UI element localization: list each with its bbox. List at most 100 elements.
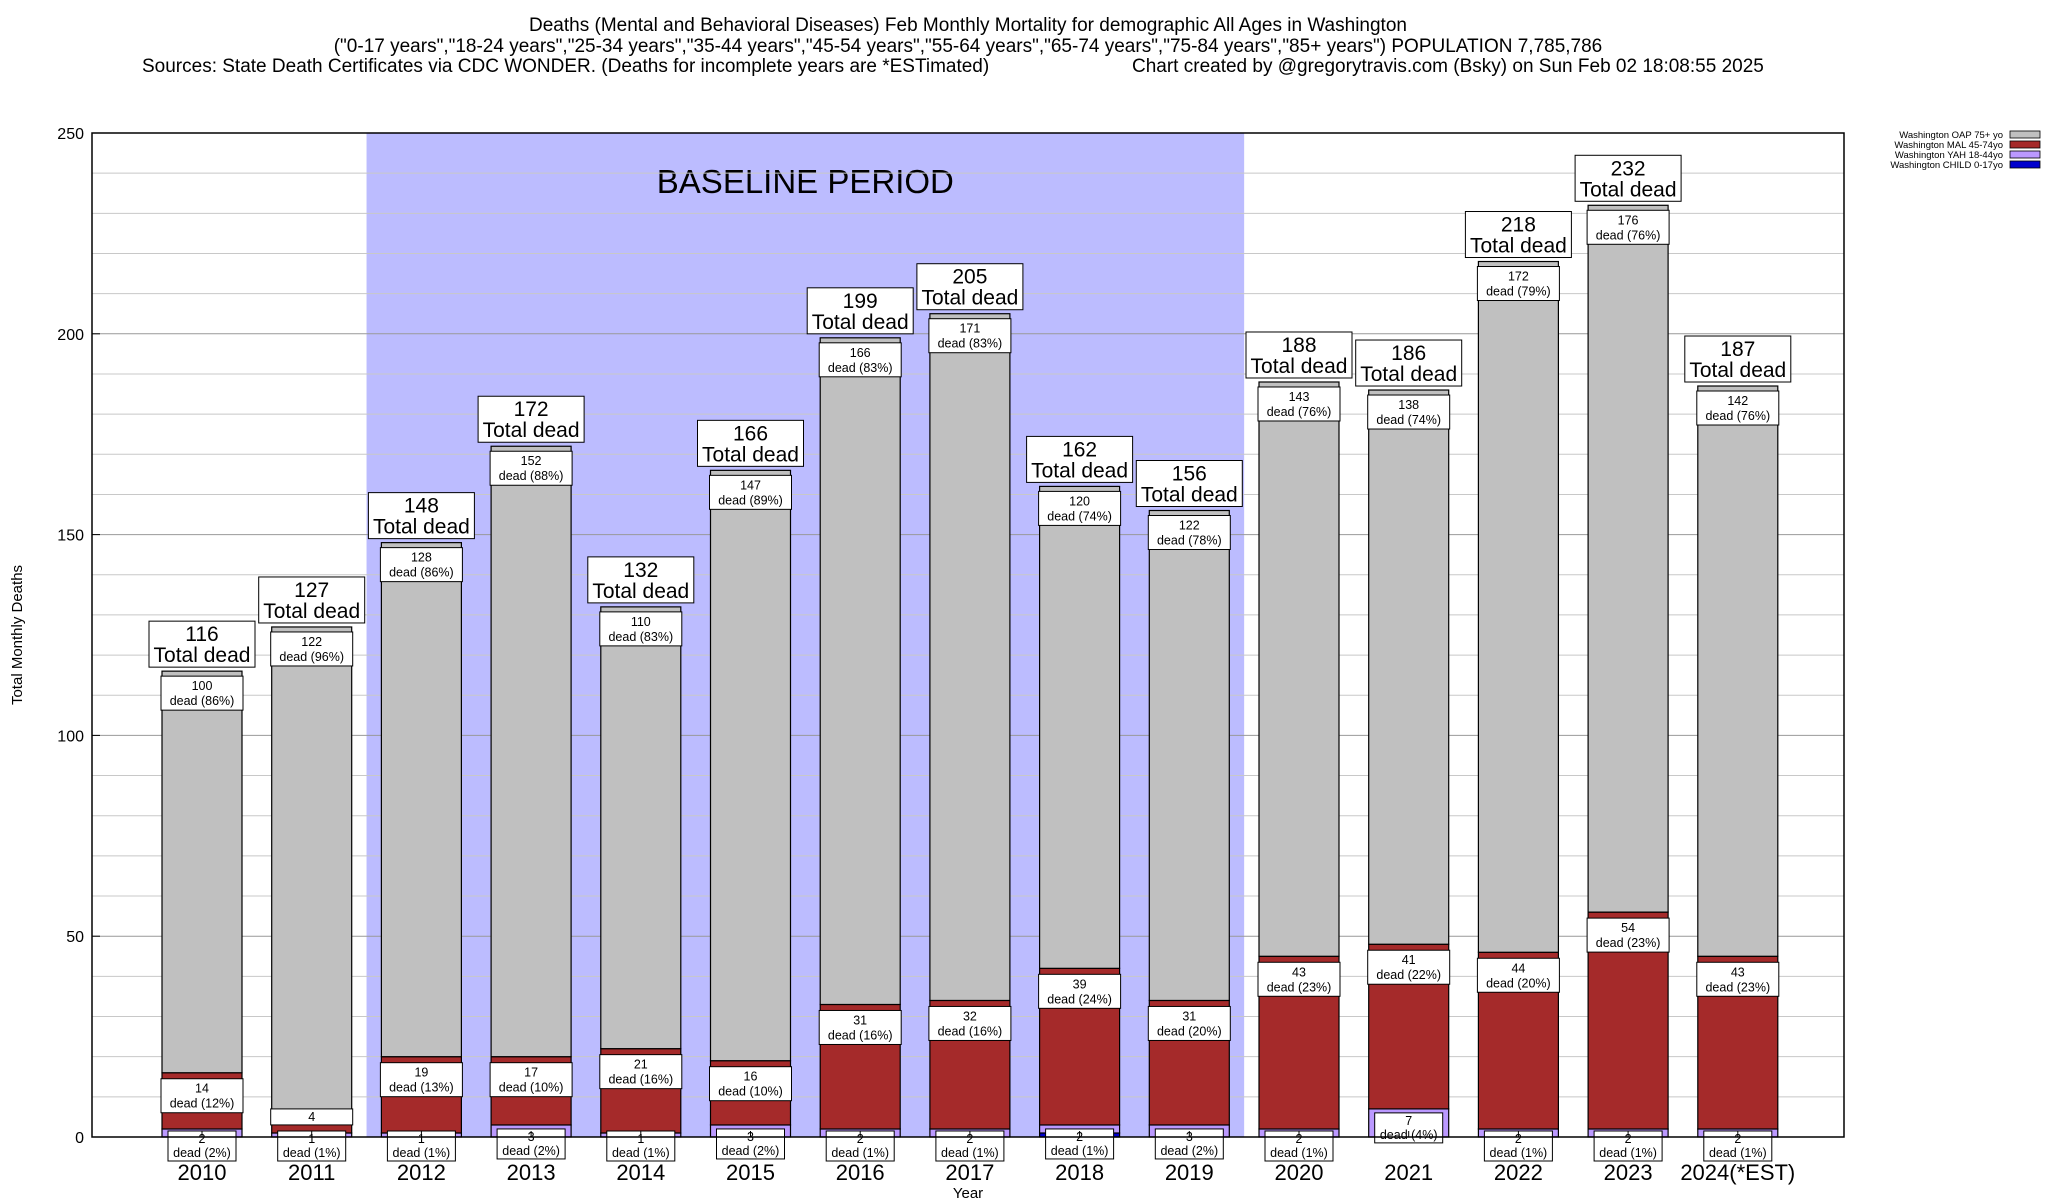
legend-swatch bbox=[2009, 150, 2041, 159]
total-value-label: 232 bbox=[1611, 157, 1646, 180]
x-tick-label: 2011 bbox=[288, 1160, 335, 1185]
oap-value-label: 171 bbox=[959, 322, 980, 336]
mal-label-box bbox=[1476, 957, 1560, 993]
total-label-box bbox=[806, 287, 914, 335]
y-tick-label: 150 bbox=[57, 528, 84, 545]
total-suffix-label: Total dead bbox=[592, 580, 689, 603]
x-tick-label: 2014 bbox=[616, 1160, 665, 1185]
bar-segment bbox=[600, 606, 682, 1050]
legend-label: Washington CHILD 0-17yo bbox=[1890, 160, 2003, 171]
bar-segment bbox=[1587, 204, 1669, 913]
legend-label: Washington YAH 18-44yo bbox=[1895, 150, 2003, 161]
mal-pct-label: dead (23%) bbox=[1705, 980, 1770, 994]
yah-value-label: 2 bbox=[857, 1132, 864, 1146]
oap-value-label: 100 bbox=[192, 679, 213, 693]
title-line-3: Sources: State Death Certificates via CD… bbox=[142, 56, 989, 77]
bar-segment bbox=[929, 313, 1011, 1002]
oap-pct-label: dead (79%) bbox=[1486, 285, 1551, 299]
mal-label-box bbox=[1696, 961, 1780, 997]
total-suffix-label: Total dead bbox=[921, 287, 1018, 310]
yah-pct-label: dead (1%) bbox=[1490, 1146, 1548, 1160]
oap-pct-label: dead (74%) bbox=[1376, 413, 1441, 427]
oap-pct-label: dead (76%) bbox=[1705, 409, 1770, 423]
oap-pct-label: dead (78%) bbox=[1157, 534, 1222, 548]
legend-swatch bbox=[2009, 130, 2041, 139]
total-label-box bbox=[916, 263, 1024, 311]
x-tick-label: 2024(*EST) bbox=[1680, 1160, 1795, 1185]
bar-segment bbox=[1148, 509, 1230, 1002]
total-label-box bbox=[1245, 331, 1353, 379]
mal-label-box bbox=[489, 1062, 573, 1098]
total-suffix-label: Total dead bbox=[154, 644, 251, 667]
total-suffix-label: Total dead bbox=[373, 516, 470, 539]
mal-label-box bbox=[1367, 949, 1451, 985]
mal-value-label: 19 bbox=[414, 1066, 428, 1080]
mal-value-label: 32 bbox=[963, 1009, 977, 1023]
oap-pct-label: dead (96%) bbox=[279, 650, 344, 664]
total-value-label: 166 bbox=[733, 422, 768, 445]
total-value-label: 132 bbox=[623, 559, 658, 582]
total-value-label: 188 bbox=[1281, 334, 1316, 357]
x-tick-label: 2023 bbox=[1604, 1160, 1653, 1185]
total-suffix-label: Total dead bbox=[1580, 178, 1677, 201]
mal-pct-label: dead (16%) bbox=[938, 1024, 1003, 1038]
x-tick-label: 2018 bbox=[1055, 1160, 1104, 1185]
x-tick-label: 2015 bbox=[726, 1160, 775, 1185]
oap-label-box bbox=[160, 675, 244, 711]
total-value-label: 127 bbox=[294, 579, 329, 602]
total-suffix-label: Total dead bbox=[1470, 235, 1567, 258]
x-tick-label: 2012 bbox=[397, 1160, 446, 1185]
mal-value-label: 16 bbox=[744, 1070, 758, 1084]
oap-pct-label: dead (86%) bbox=[389, 566, 454, 580]
mal-pct-label: dead (23%) bbox=[1267, 980, 1332, 994]
oap-value-label: 128 bbox=[411, 551, 432, 565]
yah-pct-label: dead (2%) bbox=[173, 1146, 231, 1160]
legend-swatch bbox=[2009, 140, 2041, 149]
mal-value-label: 17 bbox=[524, 1066, 538, 1080]
total-label-box bbox=[1355, 339, 1463, 387]
oap-pct-label: dead (83%) bbox=[608, 630, 673, 644]
y-tick-label: 0 bbox=[75, 1130, 84, 1147]
mal-pct-label: dead (13%) bbox=[389, 1081, 454, 1095]
total-value-label: 205 bbox=[952, 266, 987, 289]
total-suffix-label: Total dead bbox=[702, 443, 799, 466]
mal-value-label: 31 bbox=[853, 1013, 867, 1027]
oap-label-box bbox=[489, 450, 573, 486]
yah-pct-label: dead (2%) bbox=[502, 1144, 560, 1158]
yah-pct-label: dead (1%) bbox=[1051, 1144, 1109, 1158]
mal-value-label: 31 bbox=[1182, 1009, 1196, 1023]
oap-value-label: 172 bbox=[1508, 270, 1529, 284]
mal-label-box bbox=[1257, 961, 1341, 997]
oap-pct-label: dead (88%) bbox=[499, 469, 564, 483]
mal-pct-label: dead (12%) bbox=[170, 1097, 235, 1111]
total-value-label: 186 bbox=[1391, 342, 1426, 365]
mal-label-box bbox=[379, 1062, 463, 1098]
oap-pct-label: dead (83%) bbox=[938, 337, 1003, 351]
mal-label-box bbox=[1147, 1005, 1231, 1041]
yah-pct-label: dead (1%) bbox=[393, 1146, 451, 1160]
total-value-label: 172 bbox=[514, 398, 549, 421]
oap-pct-label: dead (74%) bbox=[1047, 509, 1112, 523]
oap-pct-label: dead (76%) bbox=[1267, 405, 1332, 419]
yah-label-box bbox=[1374, 1112, 1444, 1144]
y-tick-label: 50 bbox=[66, 929, 84, 946]
oap-value-label: 120 bbox=[1069, 494, 1090, 508]
legend-swatch bbox=[2009, 160, 2041, 169]
mal-value-label: 4 bbox=[308, 1110, 315, 1124]
mal-pct-label: dead (20%) bbox=[1157, 1024, 1222, 1038]
bar-segment bbox=[819, 337, 901, 1006]
oap-value-label: 152 bbox=[521, 454, 542, 468]
total-value-label: 116 bbox=[185, 623, 218, 646]
total-suffix-label: Total dead bbox=[812, 311, 909, 334]
oap-label-box bbox=[599, 611, 683, 647]
x-axis-ticks: 2010 2011 2012 2013 2014 2015 2016 2017 2018 2019… bbox=[178, 1131, 1795, 1185]
yah-value-label: 2 bbox=[966, 1132, 973, 1146]
total-value-label: 187 bbox=[1720, 338, 1755, 361]
